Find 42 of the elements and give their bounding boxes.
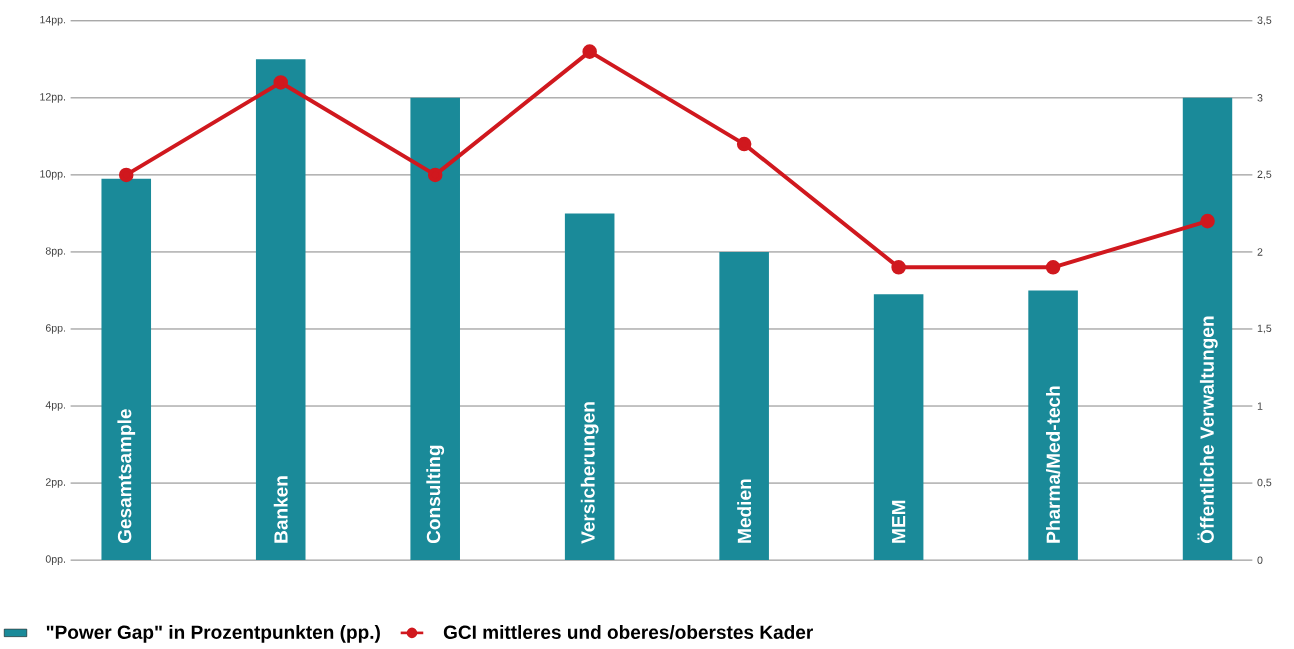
y-tick-label: 0pp. <box>45 555 65 565</box>
y2-tick-label: 3 <box>1257 93 1263 102</box>
y-tick-label: 10pp. <box>40 169 65 180</box>
y2-tick-label: 0 <box>1257 556 1263 564</box>
point <box>736 136 752 152</box>
point <box>582 44 597 59</box>
x-tick-label: Consulting <box>426 445 445 543</box>
x-tick-label: Öffentliche Verwaltungen <box>1197 316 1218 543</box>
y2-tick-label: 2 <box>1257 248 1263 256</box>
x-tick-label: MEM <box>892 500 906 543</box>
bar <box>101 178 152 560</box>
point <box>273 74 288 90</box>
legend-label: "Power Gap" in Prozentpunkten (pp.) <box>46 624 380 643</box>
y-tick-label: 8pp. <box>45 246 65 257</box>
bar <box>873 294 924 560</box>
y2-tick-label: 3,5 <box>1257 16 1272 25</box>
bar <box>1182 97 1233 560</box>
y2-tick-label: 1,5 <box>1257 324 1272 334</box>
y-tick-label: 14pp. <box>40 15 65 26</box>
y-tick-label: 6pp. <box>45 324 65 334</box>
bar <box>564 213 615 560</box>
point <box>1200 213 1215 229</box>
point <box>427 167 443 182</box>
y-tick-label: 4pp. <box>45 401 65 411</box>
x-tick-label: Gesamtsample <box>117 408 136 543</box>
bar <box>255 59 306 560</box>
y-tick-label: 12pp. <box>40 92 65 103</box>
y2-tick-label: 2,5 <box>1257 170 1272 180</box>
point <box>118 167 134 182</box>
point <box>891 259 906 275</box>
x-tick-label: Versicherungen <box>580 402 599 544</box>
x-tick-label: Banken <box>273 476 288 543</box>
y2-tick-label: 1 <box>1257 402 1263 410</box>
x-tick-label: Medien <box>737 479 752 543</box>
y2-tick-label: 0,5 <box>1257 478 1272 488</box>
legend-label: GCI mittleres und oberes/oberstes Kader <box>443 624 813 639</box>
bar <box>410 97 460 560</box>
y-tick-label: 2pp. <box>45 478 65 488</box>
bar <box>1028 290 1078 560</box>
bar <box>719 251 769 560</box>
x-tick-label: Pharma/Med-tech <box>1046 386 1061 543</box>
point <box>1045 259 1061 275</box>
